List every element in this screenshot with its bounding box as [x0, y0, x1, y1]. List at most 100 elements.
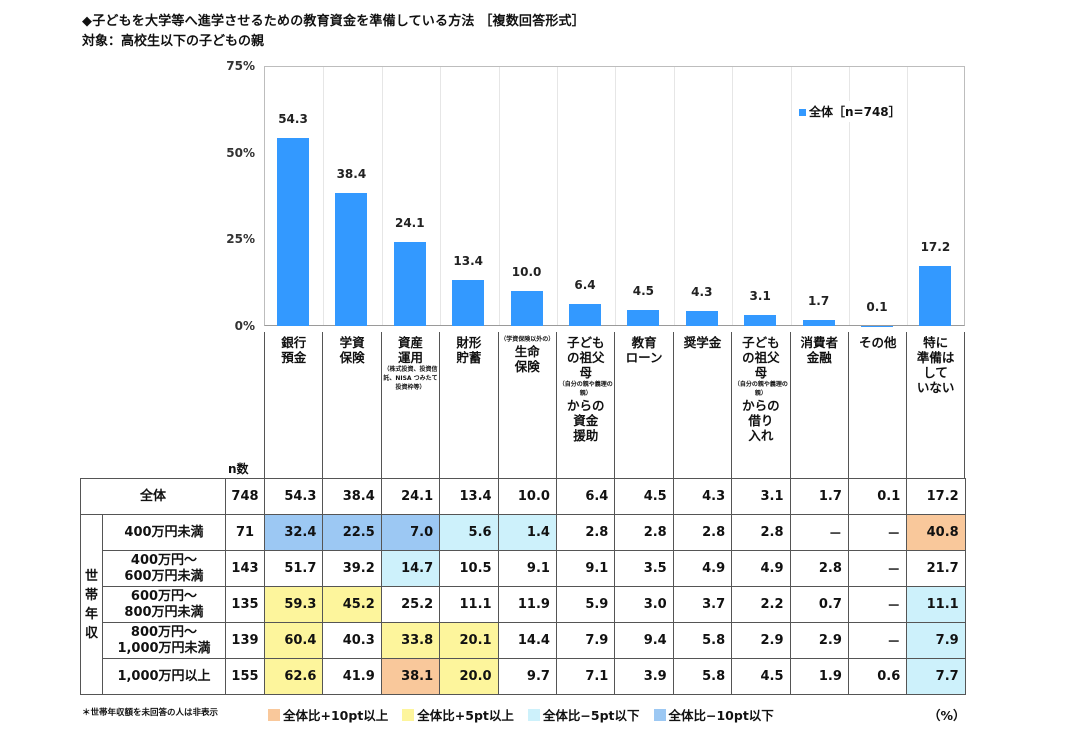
table-cell: 22.5: [322, 514, 382, 551]
table-cell: 59.3: [263, 586, 324, 623]
table-cell: 11.1: [439, 586, 499, 623]
category-note: （株式投資、投資信託、NISA つみたて 投資枠等）: [383, 366, 438, 391]
bar-value-label: 4.5: [632, 284, 655, 299]
table-cell: －: [847, 622, 908, 659]
bar: [919, 266, 952, 326]
color-key-label: 全体比−5pt以下: [542, 708, 640, 723]
category-header: 教育 ローン: [614, 332, 672, 478]
grid-line: [323, 67, 325, 325]
grid-line: [440, 67, 442, 325]
table-cell: 4.5: [614, 478, 674, 515]
table-cell: 41.9: [322, 658, 382, 695]
category-label: 奨学金: [683, 335, 722, 350]
legend-label: 全体［n=748］: [809, 105, 901, 119]
category-label: 保険: [339, 350, 365, 365]
table-cell: 4.9: [672, 550, 733, 587]
category-header: 子ども の祖父母（自分の親や義理の親） からの 資金 援助: [556, 332, 614, 478]
category-label: 入れ: [748, 428, 774, 443]
category-label: して: [923, 365, 948, 380]
category-label: 学資: [339, 335, 365, 350]
table-cell: －: [789, 514, 849, 551]
category-note: （自分の親や義理の親）: [733, 381, 788, 397]
table-cell: 2.9: [789, 622, 849, 659]
table-cell: 1.4: [497, 514, 557, 551]
legend-swatch-icon: [799, 109, 806, 116]
category-header: 奨学金: [672, 332, 731, 478]
category-label: 運用: [397, 350, 423, 365]
n-count: 143: [225, 550, 265, 587]
color-key-label: 全体比+10pt以上: [283, 708, 389, 723]
bar: [685, 311, 718, 326]
category-label: 資産: [397, 335, 423, 350]
table-cell: 21.7: [906, 550, 966, 587]
category-label: 特に: [923, 335, 949, 350]
row-label: 800万円～ 1,000万円未満: [102, 622, 226, 659]
table-cell: 54.3: [263, 478, 324, 515]
n-count: 139: [225, 622, 265, 659]
category-header: その他: [848, 332, 906, 478]
grid-line: [907, 67, 909, 325]
table-row: 1,000万円以上 155 62.6 41.9 38.1 20.0 9.7 7.1 3.9 5.8…: [81, 658, 966, 695]
bar: [393, 242, 426, 326]
chart-subtitle: 対象：高校生以下の子どもの親: [82, 34, 265, 49]
table-cell: 17.2: [906, 478, 966, 515]
category-label: 金融: [806, 350, 832, 365]
table-cell: 9.7: [497, 658, 557, 695]
bar-value-label: 38.4: [336, 166, 367, 181]
bar-value-label: 10.0: [511, 265, 542, 280]
chart-title: ◆子どもを大学等へ進学させるための教育資金を準備している方法 ［複数回答形式］: [82, 14, 585, 29]
color-swatch-icon: [527, 708, 540, 721]
table-row: 世帯年収 400万円未満 71 32.4 22.5 7.0 5.6 1.4 2.8 2.8 2.8 2…: [80, 514, 966, 695]
category-header: 消費者 金融: [789, 332, 848, 478]
category-label: 借り: [748, 413, 774, 428]
n-count: 71: [225, 514, 265, 551]
table-cell: 7.9: [555, 622, 616, 659]
table-cell: 0.7: [789, 586, 849, 623]
table-cell: 2.9: [731, 622, 791, 659]
table-cell: 5.8: [672, 622, 733, 659]
table-cell: 39.2: [322, 550, 382, 587]
table-cell: 10.5: [439, 550, 499, 587]
grid-line: [615, 67, 617, 325]
bar: [452, 279, 485, 326]
grid-line: [381, 67, 383, 325]
table-cell: 7.9: [906, 622, 966, 659]
table-cell: 60.4: [263, 622, 324, 659]
color-key: 全体比+10pt以上: [268, 705, 388, 724]
category-label: 母: [754, 365, 768, 380]
bar: [510, 291, 543, 326]
category-label: 教育: [631, 335, 657, 350]
bar: [802, 320, 835, 326]
n-column-label: n数: [228, 462, 249, 476]
table-cell: 7.1: [555, 658, 616, 695]
table-cell: －: [847, 550, 908, 587]
category-label: 保険: [514, 359, 540, 374]
table-cell: 11.1: [906, 586, 966, 623]
category-header: 資産 運用 （株式投資、投資信託、NISA つみたて 投資枠等）: [380, 332, 439, 478]
bar: [569, 303, 601, 326]
table-cell: 6.4: [555, 478, 616, 515]
bar: [861, 325, 893, 327]
legend: 全体［n=748］: [795, 101, 905, 122]
category-header: 子ども の祖父母（自分の親や義理の親） からの 借り 入れ: [731, 332, 789, 478]
category-label: いない: [916, 380, 955, 395]
row-label: 600万円～ 800万円未満: [102, 586, 226, 623]
table-cell: 1.7: [789, 478, 849, 515]
group-label: 世帯年収: [80, 514, 103, 695]
footnote: ＊世帯年収額を未回答の人は非表示: [82, 708, 219, 718]
table-cell: 2.2: [731, 586, 791, 623]
table-cell: 38.4: [322, 478, 382, 515]
color-key: 全体比−10pt以下: [653, 705, 774, 724]
table-row: 400万円～ 600万円未満 143 51.7 39.2 14.7 10.5 9.1 9.1 3.…: [81, 550, 966, 587]
data-table: 全体 748 54.3 38.4 24.1 13.4 10.0 6.4 4.5 4.3 3.1 1.7…: [80, 478, 966, 695]
table-cell: 3.7: [672, 586, 733, 623]
table-cell: －: [847, 586, 908, 623]
color-swatch-icon: [268, 708, 280, 721]
table-cell: 14.4: [497, 622, 557, 659]
color-swatch-icon: [653, 708, 666, 721]
category-label: その他: [858, 335, 897, 350]
category-label: 子ども: [566, 335, 605, 350]
bar: [335, 192, 368, 326]
category-label: の祖父: [566, 350, 605, 365]
category-header: 特に 準備は して いない: [906, 332, 965, 478]
